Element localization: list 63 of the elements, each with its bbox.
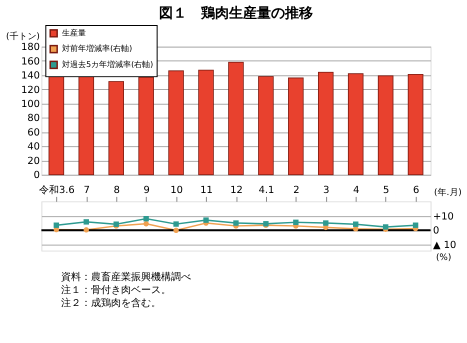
y-tick-label: 40 <box>27 142 40 153</box>
bar <box>378 75 394 176</box>
point <box>173 228 179 233</box>
bar <box>108 81 124 176</box>
x-tick-label: 8 <box>114 184 120 196</box>
legend-label: 対過去5カ年増減率(右軸) <box>62 60 154 69</box>
x-tick-label: 3 <box>323 184 330 196</box>
point <box>143 216 149 222</box>
y-tick-label: 20 <box>27 156 40 167</box>
legend-label: 対前年増減率(右軸) <box>62 44 132 54</box>
x-tick-label: 10 <box>170 184 183 196</box>
bar <box>408 74 424 176</box>
point <box>173 221 179 227</box>
y2-tick-label: +10 <box>433 211 454 222</box>
y-tick-label: 0 <box>34 170 40 182</box>
legend-label: 生産量 <box>62 28 86 38</box>
point <box>353 222 358 227</box>
point <box>143 221 149 226</box>
y-tick-label: 140 <box>21 70 40 82</box>
bar <box>78 76 94 176</box>
x-tick-label: 11 <box>200 184 213 196</box>
x-tick-label: 令和3.6 <box>39 184 75 196</box>
bar <box>198 70 214 176</box>
text: 注２：成鶏肉を含む。 <box>61 297 162 310</box>
bar <box>288 78 304 176</box>
bar <box>228 62 244 176</box>
x-tick-label: 9 <box>144 184 150 196</box>
point <box>54 222 60 228</box>
y-tick-label: 120 <box>21 84 40 96</box>
x-tick-label: 12 <box>230 184 243 196</box>
text: 資料：農畜産業振興機構調べ <box>61 270 192 283</box>
y-tick-label: 180 <box>21 42 40 54</box>
point <box>84 227 89 233</box>
y-tick-label: 160 <box>21 56 40 68</box>
bar <box>348 73 364 176</box>
x-tick-label: 4 <box>353 184 360 196</box>
point <box>412 222 418 228</box>
y-tick-label: 60 <box>27 127 40 138</box>
y-tick-label: 100 <box>21 99 40 110</box>
chart-title: 図１ 鶏肉生産量の推移 <box>158 4 313 22</box>
y2-tick-label: 0 <box>433 226 440 237</box>
text: 注１：骨付き肉ベース。 <box>61 284 172 296</box>
point <box>293 220 299 226</box>
point <box>323 220 328 226</box>
bar <box>318 72 334 176</box>
point <box>84 219 89 225</box>
x-tick-label: 7 <box>84 184 90 196</box>
x-axis-title: (年.月) <box>434 186 462 198</box>
bar <box>258 76 274 176</box>
y2-axis-title: (%) <box>436 252 452 263</box>
x-tick-label: 4.1 <box>258 184 274 196</box>
bar <box>168 70 184 176</box>
y-axis-title: (千トン) <box>6 31 40 42</box>
x-tick-label: 5 <box>383 184 390 196</box>
x-tick-label: 2 <box>293 184 300 196</box>
y2-tick-label: ▲ 10 <box>433 240 456 252</box>
bar <box>138 76 154 176</box>
point <box>203 217 209 223</box>
bar <box>48 76 64 176</box>
y-tick-label: 80 <box>27 113 40 124</box>
point <box>353 226 358 232</box>
point <box>382 224 388 230</box>
x-tick-label: 6 <box>412 184 420 196</box>
